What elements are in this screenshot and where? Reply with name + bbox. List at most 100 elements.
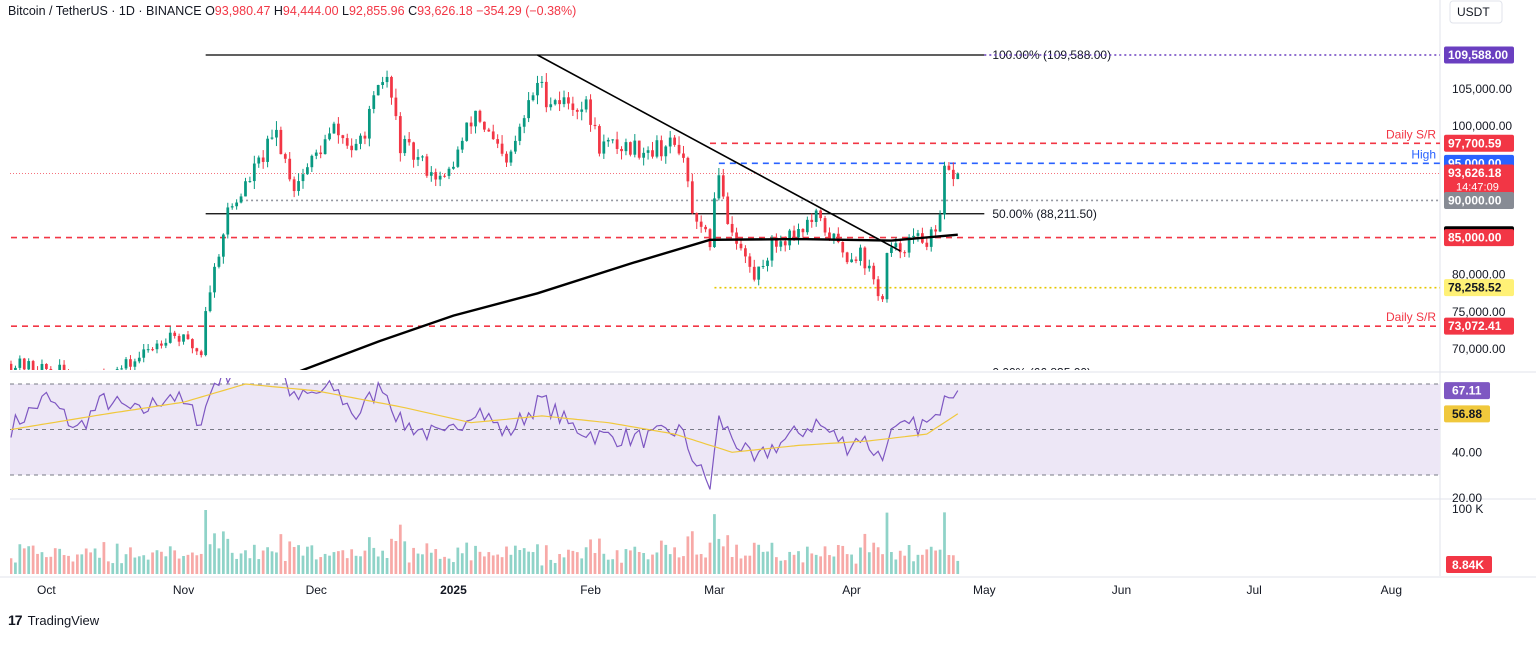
- volume-bar: [447, 558, 451, 574]
- rsi-tag: [1444, 405, 1490, 423]
- volume-bar: [602, 553, 606, 574]
- volume-bar: [885, 512, 889, 574]
- price-tag-label: 73,072.41: [1448, 319, 1502, 333]
- volume-bar: [797, 551, 800, 574]
- volume-bar: [598, 538, 601, 574]
- candle-body: [872, 265, 876, 280]
- volume-bar: [606, 559, 610, 574]
- candle-body: [177, 335, 181, 342]
- volume-bar: [651, 554, 654, 574]
- price-tag-label: 78,258.52: [1448, 281, 1502, 295]
- price-tag: [1444, 279, 1514, 297]
- volume-bar: [814, 554, 818, 574]
- volume-bar: [783, 560, 787, 574]
- candle-body: [553, 100, 557, 105]
- volume-bar: [916, 554, 920, 574]
- volume-bar: [775, 557, 778, 574]
- volume-bar: [208, 544, 212, 574]
- volume-bar: [478, 551, 482, 574]
- candle-body: [646, 150, 650, 153]
- candle-body: [867, 265, 871, 269]
- candle-body: [912, 235, 915, 238]
- volume-bar: [407, 562, 411, 574]
- footer-branding: 17 TradingView: [8, 612, 99, 628]
- volume-bar: [903, 555, 907, 574]
- volume-bar: [31, 545, 35, 574]
- volume-bar: [376, 556, 380, 574]
- volume-bar: [575, 552, 579, 574]
- volume-bar: [805, 546, 809, 574]
- volume-bar: [115, 543, 119, 574]
- candle-body: [690, 181, 694, 214]
- volume-bar: [213, 533, 216, 574]
- volume-bar: [75, 554, 79, 574]
- candle-body: [828, 232, 831, 241]
- volume-bar: [589, 539, 592, 574]
- candle-body: [593, 124, 597, 127]
- volume-bar: [951, 555, 955, 574]
- volume-bar: [912, 561, 915, 574]
- volume-bar: [22, 548, 26, 574]
- candle-body: [129, 359, 132, 367]
- volume-bar: [487, 552, 491, 574]
- volume-bar: [483, 556, 486, 574]
- candle-body: [40, 363, 44, 370]
- footer-brand-label: TradingView: [27, 612, 100, 628]
- volume-bar: [465, 542, 469, 574]
- volume-bar: [235, 558, 239, 574]
- rsi-line: [10, 378, 959, 490]
- volume-bar: [642, 552, 646, 574]
- volume-bar: [301, 555, 305, 574]
- rsi-tick-label: 20.00: [1452, 491, 1482, 505]
- volume-bar: [425, 543, 429, 574]
- candle-body: [819, 210, 822, 219]
- volume-bar: [744, 555, 747, 574]
- volume-bar: [460, 553, 464, 574]
- volume-bar: [279, 534, 283, 574]
- volume-bar: [142, 555, 146, 574]
- candle-body: [235, 202, 239, 207]
- candle-body: [898, 243, 902, 253]
- price-pane: 100.00% (109,588.00) 50.00% (88,211.50) 0.…: [10, 48, 1440, 381]
- candle-body: [527, 100, 530, 119]
- volume-bar: [288, 541, 292, 574]
- candle-body: [244, 181, 247, 197]
- candle-body: [845, 252, 849, 263]
- volume-bar: [673, 547, 676, 574]
- volume-bar: [80, 554, 84, 574]
- volume-bar: [677, 557, 681, 574]
- candle-body: [598, 126, 601, 154]
- volume-bar: [173, 550, 177, 574]
- candle-body: [907, 237, 911, 253]
- level-label: High: [1411, 147, 1436, 161]
- candle-body: [107, 380, 110, 381]
- volume-bar: [106, 561, 110, 574]
- volume-bar: [956, 560, 960, 574]
- candle-body: [103, 371, 106, 380]
- candle-body: [721, 175, 725, 197]
- volume-bar: [633, 546, 637, 574]
- price-tag-label: 93,626.18: [1448, 166, 1502, 180]
- high-label: H: [274, 4, 283, 18]
- volume-bar: [120, 563, 123, 574]
- candle-body: [421, 156, 424, 158]
- candle-body: [76, 376, 79, 381]
- candle-body: [452, 166, 455, 169]
- candle-body: [221, 234, 225, 257]
- volume-bar: [133, 557, 137, 574]
- volume-bar: [664, 544, 668, 574]
- x-tick-label: Nov: [173, 583, 194, 597]
- candle-body: [297, 181, 300, 192]
- price-tag: [1444, 46, 1514, 64]
- candle-body: [208, 292, 212, 312]
- candle-body: [505, 153, 508, 163]
- candle-body: [832, 233, 836, 241]
- candle-body: [425, 156, 429, 176]
- x-tick-label: Jun: [1112, 583, 1131, 597]
- candle-body: [606, 139, 610, 142]
- candle-body: [496, 139, 500, 144]
- candle-body: [22, 358, 26, 370]
- candle-body: [345, 138, 349, 146]
